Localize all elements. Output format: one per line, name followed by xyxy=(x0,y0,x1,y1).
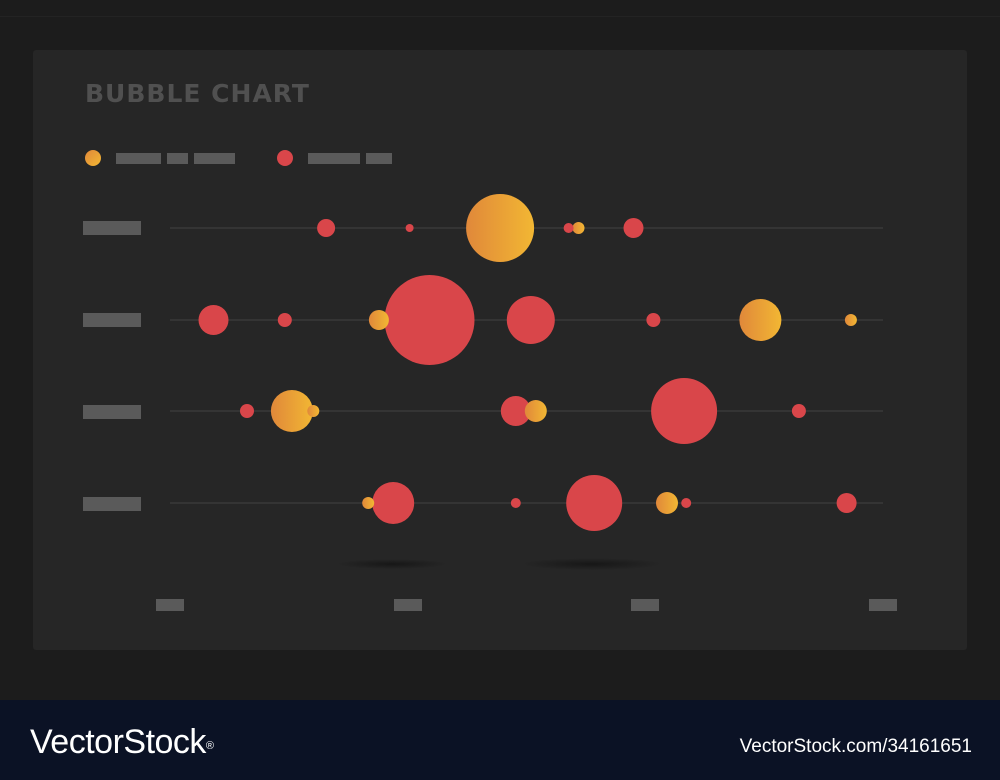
row-label-4 xyxy=(83,497,141,511)
bubble-series-b xyxy=(372,482,415,524)
bubble-series-b xyxy=(623,218,644,238)
bubble-series-a xyxy=(844,314,857,326)
bubble-series-a xyxy=(572,222,585,234)
chart-panel xyxy=(33,50,967,650)
bubble-series-b xyxy=(651,378,718,444)
legend-series-b-label-bar-1 xyxy=(308,153,360,164)
bubble-series-b xyxy=(500,396,531,426)
legend-series-a-label-bar-3 xyxy=(194,153,235,164)
bubble-shadow xyxy=(337,559,447,569)
bubble-series-b xyxy=(198,305,229,335)
legend-series-a-dot xyxy=(85,150,101,166)
row-label-1 xyxy=(83,221,141,235)
footer-bar xyxy=(0,700,1000,780)
top-divider xyxy=(0,16,1000,17)
legend-series-b-label-bar-2 xyxy=(366,153,392,164)
bubble-series-a xyxy=(466,194,535,262)
bubble-series-b xyxy=(240,404,254,418)
bubble-series-b xyxy=(681,498,692,508)
bubble-series-a xyxy=(656,492,678,514)
bubble-series-b xyxy=(836,493,857,513)
brand-name: VectorStock xyxy=(30,723,206,761)
bubble-series-b xyxy=(405,224,414,232)
x-tick-2 xyxy=(394,599,422,611)
x-tick-3 xyxy=(631,599,659,611)
legend-series-a-label-bar-2 xyxy=(167,153,188,164)
row-label-3 xyxy=(83,405,141,419)
row-label-2 xyxy=(83,313,141,327)
bubble-series-b xyxy=(384,275,475,365)
bubble-series-a xyxy=(368,310,389,330)
bubble-series-b xyxy=(277,313,292,327)
bubble-series-b xyxy=(317,219,336,237)
bubble-series-b xyxy=(566,475,623,531)
bubble-series-b xyxy=(646,313,661,327)
chart-title: BUBBLE CHART xyxy=(85,79,310,108)
bubble-series-b xyxy=(563,223,574,233)
bubble-shadow xyxy=(522,558,662,570)
x-tick-1 xyxy=(156,599,184,611)
bubble-series-a xyxy=(307,405,320,417)
bubble-series-a xyxy=(362,497,375,509)
legend-series-b-dot xyxy=(277,150,293,166)
bubble-series-a xyxy=(739,299,782,341)
x-tick-4 xyxy=(869,599,897,611)
legend-series-a-label-bar-1 xyxy=(116,153,161,164)
image-id: VectorStock.com/34161651 xyxy=(739,736,972,757)
bubble-series-b xyxy=(791,404,806,418)
trademark-symbol: ® xyxy=(205,740,214,752)
brand-logo: VectorStock® xyxy=(30,722,214,762)
bubble-plot xyxy=(170,194,883,570)
bubble-series-a xyxy=(270,390,313,432)
bubble-series-b xyxy=(510,498,521,508)
bubble-series-b xyxy=(506,296,555,344)
bubble-series-a xyxy=(524,400,547,422)
